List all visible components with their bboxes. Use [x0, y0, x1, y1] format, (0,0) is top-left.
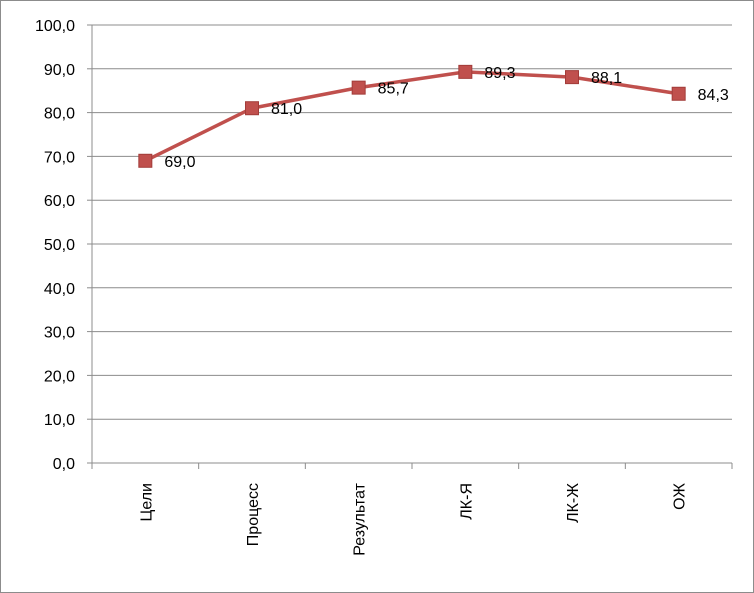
- y-tick-label: 50,0: [44, 237, 75, 254]
- x-category-label: Цели: [138, 483, 155, 521]
- x-category-label: ЛК-Я: [458, 483, 475, 520]
- y-tick-label: 10,0: [44, 412, 75, 429]
- data-label: 84,3: [698, 87, 729, 104]
- y-tick-label: 100,0: [35, 18, 75, 35]
- x-category-label: ОЖ: [672, 483, 689, 510]
- y-tick-label: 0,0: [53, 456, 75, 473]
- y-tick-label: 20,0: [44, 368, 75, 385]
- data-label: 89,3: [484, 65, 515, 82]
- y-tick-label: 40,0: [44, 281, 75, 298]
- y-tick-label: 80,0: [44, 106, 75, 123]
- y-tick-label: 70,0: [44, 149, 75, 166]
- data-label: 81,0: [271, 101, 302, 118]
- x-category-label: ЛК-Ж: [565, 483, 582, 523]
- data-point-marker: [351, 80, 366, 95]
- data-label: 69,0: [164, 154, 195, 171]
- data-point-marker: [138, 153, 153, 168]
- data-point-marker: [458, 64, 473, 79]
- data-point-marker: [565, 70, 579, 85]
- data-point-marker: [245, 101, 259, 116]
- data-label: 85,7: [378, 81, 409, 98]
- y-tick-label: 90,0: [44, 62, 75, 79]
- data-label: 88,1: [591, 70, 622, 87]
- y-tick-label: 30,0: [44, 325, 75, 342]
- x-category-label: Процесс: [245, 483, 262, 546]
- data-point-marker: [671, 86, 686, 101]
- y-tick-label: 60,0: [44, 193, 75, 210]
- x-category-label: Результат: [352, 482, 369, 555]
- series-line: [144, 70, 679, 163]
